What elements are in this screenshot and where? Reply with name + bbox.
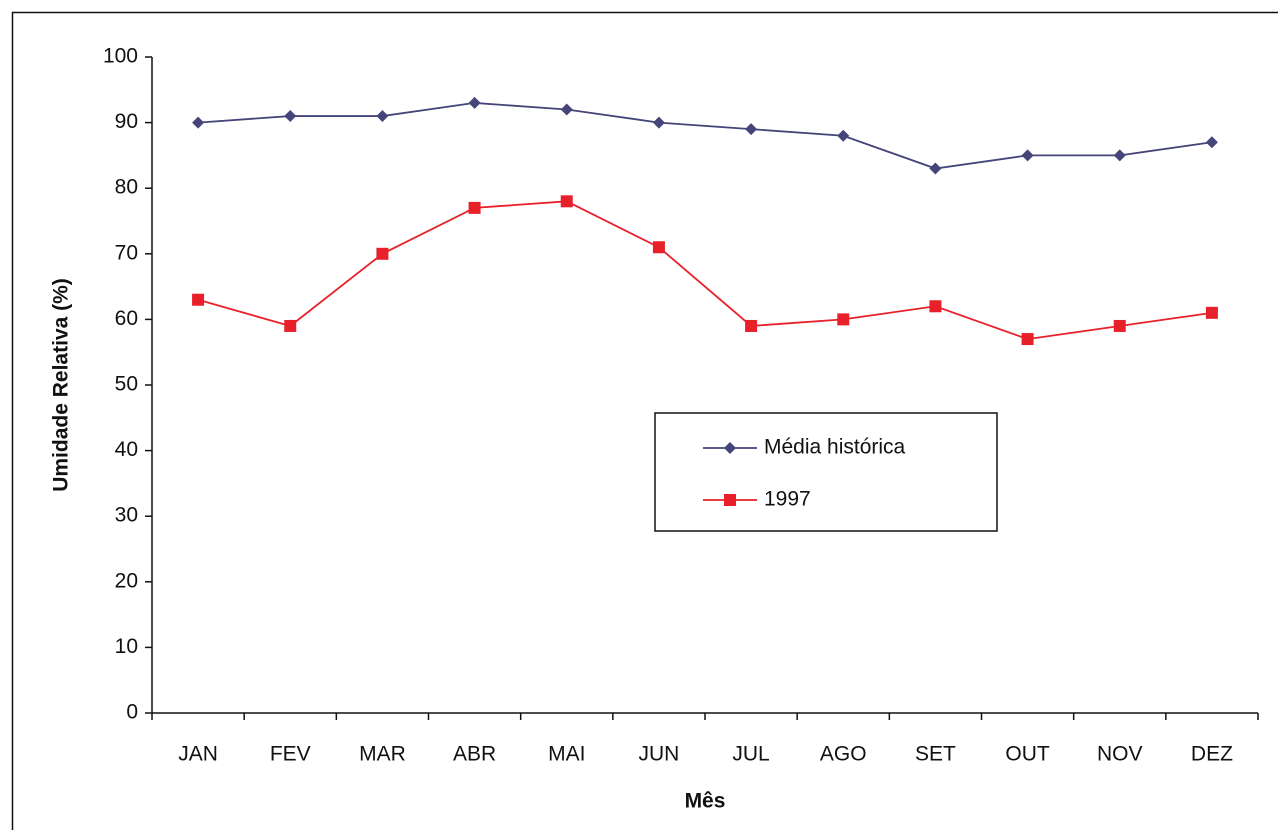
y-tick-label: 10 [115,635,138,658]
marker [653,117,665,129]
series-line [198,103,1212,169]
y-tick-label: 80 [115,176,138,199]
x-tick-label: FEV [270,743,311,766]
marker [284,110,296,122]
x-tick-label: MAI [548,743,585,766]
marker [561,195,573,207]
marker [1206,307,1218,319]
marker [192,117,204,129]
marker [469,202,481,214]
x-tick-label: DEZ [1191,743,1233,766]
y-tick-label: 100 [103,45,138,68]
legend-label: 1997 [764,488,811,511]
marker [192,294,204,306]
y-tick-label: 20 [115,569,138,592]
marker [724,494,736,506]
marker [561,103,573,115]
marker [929,300,941,312]
y-tick-label: 50 [115,373,138,396]
marker [837,130,849,142]
y-axis-title: Umidade Relativa (%) [50,278,73,492]
x-tick-label: ABR [453,743,496,766]
chart-frame [13,13,1278,831]
y-tick-label: 90 [115,110,138,133]
marker [837,313,849,325]
x-tick-label: MAR [359,743,406,766]
marker [653,241,665,253]
marker [1022,333,1034,345]
y-tick-label: 60 [115,307,138,330]
x-tick-label: SET [915,743,956,766]
x-tick-label: AGO [820,743,867,766]
x-tick-label: JUL [732,743,769,766]
marker [1022,149,1034,161]
x-tick-label: JAN [178,743,218,766]
marker [469,97,481,109]
x-tick-label: OUT [1005,743,1050,766]
legend-box [655,413,997,531]
y-tick-label: 0 [126,701,138,724]
marker [1114,320,1126,332]
marker [284,320,296,332]
marker [376,248,388,260]
legend-label: Média histórica [764,436,906,459]
marker [745,320,757,332]
y-tick-label: 70 [115,241,138,264]
marker [1206,136,1218,148]
marker [745,123,757,135]
x-tick-label: NOV [1097,743,1143,766]
y-tick-label: 40 [115,438,138,461]
y-tick-label: 30 [115,504,138,527]
series-line [198,201,1212,339]
x-axis-title: Mês [685,790,726,813]
marker [929,163,941,175]
x-tick-label: JUN [638,743,679,766]
marker [376,110,388,122]
marker [1114,149,1126,161]
